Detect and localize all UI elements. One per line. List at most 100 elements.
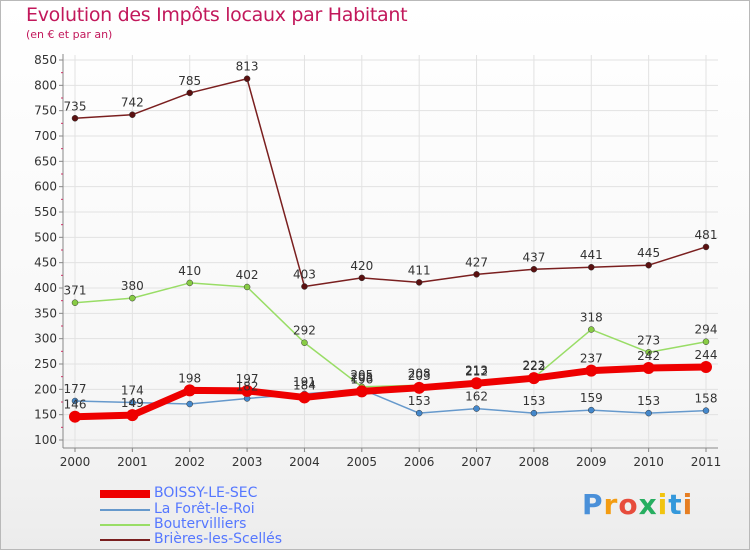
data-label-boutervilliers-2007: 213: [465, 364, 488, 378]
data-label-boutervilliers-2009: 318: [580, 311, 603, 325]
point-boissy-le-sec-2005: [355, 385, 368, 398]
point-boissy-le-sec-2010: [642, 362, 655, 375]
data-label-boissy-le-sec-2010: 242: [637, 349, 660, 363]
logo-letter: i: [682, 488, 694, 521]
y-tick-label-550: 550: [34, 205, 57, 219]
point-brieres-les-scelles-2005: [358, 274, 366, 282]
point-boutervilliers-2001: [129, 294, 136, 302]
data-label-boutervilliers-2006: 208: [408, 366, 431, 380]
y-tick-label-200: 200: [34, 382, 57, 396]
chart-subtitle: (en € et par an): [26, 28, 113, 41]
logo-letter: o: [618, 488, 639, 521]
data-label-boissy-le-sec-2002: 198: [178, 371, 201, 385]
y-tick-label-700: 700: [34, 129, 57, 143]
x-tick-label-2001: 2001: [117, 455, 148, 469]
data-label-boissy-le-sec-2000: 146: [64, 398, 87, 412]
series-line-brieres-les-scelles: [74, 77, 707, 288]
point-la-foret-le-roi-2002: [186, 400, 193, 408]
point-boutervilliers-2003: [243, 283, 251, 291]
point-boissy-le-sec-2007: [470, 377, 483, 390]
point-brieres-les-scelles-2004: [301, 283, 308, 290]
y-tick-label-850: 850: [34, 53, 57, 67]
chart-title: Evolution des Impôts locaux par Habitant: [26, 4, 408, 26]
data-label-brieres-les-scelles-2008: 437: [522, 250, 545, 264]
data-label-brieres-les-scelles-2000: 735: [64, 99, 87, 113]
point-brieres-les-scelles-2009: [588, 263, 595, 271]
point-brieres-les-scelles-2002: [186, 89, 193, 97]
series-line-boissy-le-sec: [71, 363, 710, 421]
point-boissy-le-sec-2000: [69, 410, 81, 423]
x-tick-label-2009: 2009: [576, 455, 607, 469]
point-boissy-le-sec-2002: [183, 384, 196, 397]
point-brieres-les-scelles-2010: [645, 261, 652, 269]
data-label-la-foret-le-roi-2011: 158: [695, 392, 718, 406]
data-label-boissy-le-sec-2009: 237: [580, 352, 603, 366]
data-label-boissy-le-sec-2007: 212: [465, 364, 488, 378]
data-label-boissy-le-sec-2011: 244: [695, 348, 718, 362]
logo-letter: r: [603, 488, 619, 521]
data-label-la-foret-le-roi-2006: 153: [408, 394, 431, 408]
y-tick-label-750: 750: [34, 104, 57, 118]
logo-letter: i: [657, 488, 669, 521]
point-boutervilliers-2011: [702, 338, 710, 345]
legend-label-brieres: Brières-les-Scellés: [154, 531, 283, 547]
legend-label-boissy: BOISSY-LE-SEC: [154, 485, 258, 501]
point-brieres-les-scelles-2006: [415, 279, 423, 286]
point-brieres-les-scelles-2011: [702, 243, 710, 251]
point-boissy-le-sec-2006: [413, 381, 426, 394]
point-boissy-le-sec-2004: [298, 391, 311, 404]
data-label-brieres-les-scelles-2007: 427: [465, 255, 488, 269]
y-tick-label-250: 250: [34, 357, 57, 371]
legend-label-boutervilliers: Boutervilliers: [154, 516, 247, 532]
x-tick-label-2004: 2004: [289, 455, 320, 469]
point-la-foret-le-roi-2007: [473, 405, 480, 412]
legend-swatch-foret: [100, 509, 150, 511]
data-label-boutervilliers-2008: 223: [522, 359, 545, 373]
point-la-foret-le-roi-2001: [129, 399, 136, 406]
data-label-la-foret-le-roi-2000: 177: [64, 382, 87, 396]
data-label-boissy-le-sec-2003: 197: [236, 372, 259, 386]
data-label-la-foret-le-roi-2010: 153: [637, 394, 660, 408]
y-tick-label-600: 600: [34, 180, 57, 194]
logo-letter: P: [582, 488, 604, 521]
point-brieres-les-scelles-2001: [129, 111, 136, 118]
y-tick-label-400: 400: [34, 281, 57, 295]
series-line-la-foret-le-roi: [74, 388, 707, 414]
data-label-la-foret-le-roi-2007: 162: [465, 390, 488, 404]
logo-letter: t: [668, 488, 683, 521]
y-tick-label-150: 150: [34, 408, 57, 422]
point-boissy-le-sec-2011: [700, 361, 712, 374]
x-tick-label-2005: 2005: [347, 455, 378, 469]
point-boutervilliers-2002: [186, 279, 193, 287]
point-brieres-les-scelles-2000: [71, 115, 79, 122]
y-tick-label-650: 650: [34, 154, 57, 168]
data-label-la-foret-le-roi-2005: 205: [350, 370, 373, 384]
logo-letter: x: [638, 488, 658, 521]
point-boissy-le-sec-2003: [241, 384, 254, 397]
data-label-boutervilliers-2002: 410: [178, 264, 201, 278]
x-tick-label-2003: 2003: [232, 455, 263, 469]
y-tick-label-800: 800: [34, 78, 57, 92]
data-label-boutervilliers-2010: 273: [637, 333, 660, 347]
point-boutervilliers-2000: [71, 299, 79, 306]
x-tick-label-2000: 2000: [60, 455, 91, 469]
data-label-brieres-les-scelles-2003: 813: [236, 60, 259, 74]
proxiti-logo: Proxiti: [582, 488, 693, 521]
y-tick-label-300: 300: [34, 332, 57, 346]
data-label-boutervilliers-2000: 371: [64, 284, 87, 298]
data-label-brieres-les-scelles-2001: 742: [121, 96, 144, 110]
series-line-boutervilliers: [74, 282, 707, 388]
data-label-boissy-le-sec-2008: 222: [522, 359, 545, 373]
y-tick-label-350: 350: [34, 306, 57, 320]
data-label-boissy-le-sec-2004: 184: [293, 378, 316, 392]
data-label-la-foret-le-roi-2004: 191: [293, 375, 316, 389]
data-label-boutervilliers-2004: 292: [293, 324, 316, 338]
legend-swatch-boissy: [100, 490, 150, 498]
data-label-la-foret-le-roi-2009: 159: [580, 391, 603, 405]
point-la-foret-le-roi-2011: [702, 407, 710, 414]
data-label-brieres-les-scelles-2010: 445: [637, 246, 660, 260]
point-brieres-les-scelles-2008: [530, 266, 538, 273]
data-label-brieres-les-scelles-2006: 411: [408, 263, 431, 277]
point-brieres-les-scelles-2007: [473, 271, 480, 278]
